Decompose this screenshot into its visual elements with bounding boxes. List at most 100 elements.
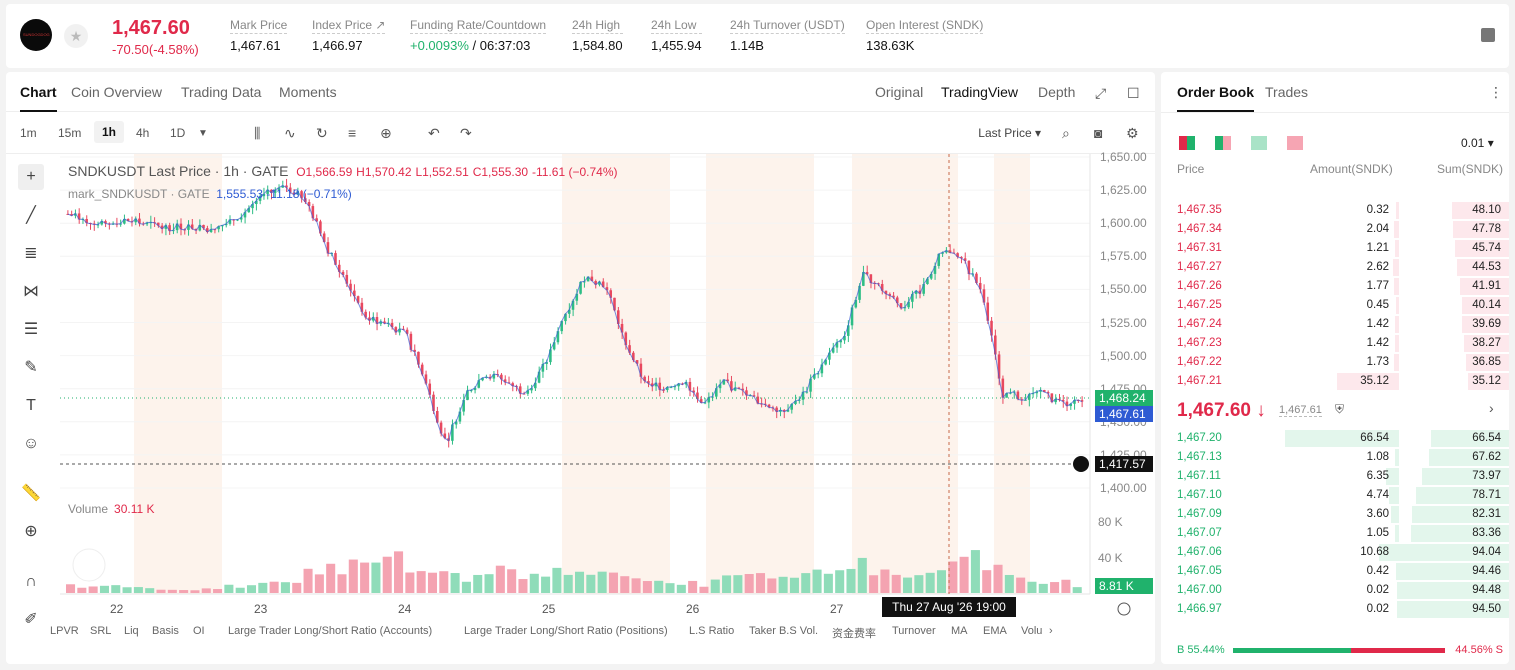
indicator-5[interactable]: Large Trader Long/Short Ratio (Accounts) — [228, 625, 433, 637]
brush-icon[interactable]: ✎ — [24, 359, 38, 376]
indicator-3[interactable]: Basis — [152, 625, 179, 637]
templates-icon[interactable]: ≡ — [348, 125, 357, 141]
bid-row[interactable]: 1,467.20 66.54 66.54 — [1161, 429, 1509, 448]
ask-row[interactable]: 1,467.24 1.42 39.69 — [1161, 315, 1509, 334]
ask-row[interactable]: 1,467.21 35.12 35.12 — [1161, 372, 1509, 391]
text-icon[interactable]: T — [26, 397, 36, 414]
candle-type-icon[interactable]: ⫼ — [254, 125, 261, 141]
candle-body — [364, 311, 367, 318]
view-original[interactable]: Original — [875, 84, 924, 100]
tab-trading-data[interactable]: Trading Data — [181, 84, 262, 100]
gear-icon[interactable]: ⚙ — [1126, 125, 1139, 141]
indicator-11[interactable]: MA — [951, 625, 968, 637]
volume-bar — [891, 574, 901, 593]
pattern-icon[interactable]: ⋈ — [23, 283, 39, 300]
ask-row[interactable]: 1,467.25 0.45 40.14 — [1161, 296, 1509, 315]
tf-1m[interactable]: 1m — [20, 126, 37, 140]
ask-row[interactable]: 1,467.22 1.73 36.85 — [1161, 353, 1509, 372]
magnet-icon[interactable]: ∩ — [25, 573, 37, 590]
bid-row[interactable]: 1,467.05 0.42 94.46 — [1161, 562, 1509, 581]
indicator-7[interactable]: L.S Ratio — [689, 625, 735, 637]
tab-chart[interactable]: Chart — [20, 84, 57, 112]
bid-row[interactable]: 1,466.97 0.02 94.50 — [1161, 600, 1509, 619]
tf-4h[interactable]: 4h — [136, 126, 150, 140]
indicator-12[interactable]: EMA — [983, 625, 1007, 637]
scroll-right-icon[interactable]: › — [1049, 625, 1053, 637]
indicator-9[interactable]: 资金费率 — [832, 628, 876, 640]
indicator-4[interactable]: OI — [193, 625, 205, 637]
ask-row[interactable]: 1,467.31 1.21 45.74 — [1161, 239, 1509, 258]
zoom-icon[interactable]: ⊕ — [24, 523, 38, 540]
volume-bar — [925, 572, 935, 593]
tf-15m[interactable]: 15m — [58, 126, 82, 140]
indicator-13[interactable]: Volu — [1021, 625, 1043, 637]
volume-bar — [1050, 582, 1060, 593]
window-icon[interactable]: ☐ — [1127, 85, 1140, 101]
indicator-8[interactable]: Taker B.S Vol. — [749, 625, 819, 637]
crosshair-icon[interactable]: + — [18, 164, 44, 190]
precision-select[interactable]: 0.01 ▾ — [1461, 136, 1494, 150]
bid-row[interactable]: 1,467.00 0.02 94.48 — [1161, 581, 1509, 600]
view-both-icon[interactable] — [1179, 136, 1195, 150]
tab-trades[interactable]: Trades — [1265, 84, 1309, 100]
bid-row[interactable]: 1,467.09 3.60 82.31 — [1161, 505, 1509, 524]
favorite-star-icon[interactable]: ★ — [64, 24, 88, 48]
view-bids-only-icon[interactable] — [1251, 136, 1267, 150]
tf-1h[interactable]: 1h — [94, 121, 125, 143]
ask-row[interactable]: 1,467.23 1.42 38.27 — [1161, 334, 1509, 353]
candle-body — [1043, 390, 1046, 393]
view-asks-only-icon[interactable] — [1287, 136, 1303, 150]
fib-icon[interactable]: ☰ — [23, 321, 39, 338]
indicators-icon[interactable]: ∿ — [284, 125, 296, 141]
hlines-icon[interactable]: ≣ — [24, 245, 38, 262]
indicator-6[interactable]: Large Trader Long/Short Ratio (Positions… — [464, 625, 668, 637]
indicator-10[interactable]: Turnover — [892, 625, 936, 637]
indicator-0[interactable]: LPVR — [50, 625, 79, 637]
ask-row[interactable]: 1,467.27 2.62 44.53 — [1161, 258, 1509, 277]
volume-bar — [66, 584, 76, 593]
view-tradingview[interactable]: TradingView — [941, 84, 1019, 100]
volume-bar — [224, 584, 234, 593]
view-depth[interactable]: Depth — [1038, 84, 1076, 100]
volume-bar — [382, 556, 392, 593]
sum-cell: 66.54 — [1472, 432, 1501, 444]
ask-row[interactable]: 1,467.26 1.77 41.91 — [1161, 277, 1509, 296]
bid-row[interactable]: 1,467.11 6.35 73.97 — [1161, 467, 1509, 486]
more-icon[interactable]: ⋮ — [1489, 84, 1503, 100]
ruler-icon[interactable]: 📏 — [21, 485, 41, 502]
search-icon[interactable]: ⌕ — [1062, 125, 1070, 141]
stat-index-price[interactable]: Index Price ↗ 1,466.97 — [312, 18, 386, 53]
pencil-lock-icon[interactable]: ✐ — [24, 611, 38, 628]
tab-moments[interactable]: Moments — [279, 84, 337, 100]
bid-row[interactable]: 1,467.07 1.05 83.36 — [1161, 524, 1509, 543]
indicator-1[interactable]: SRL — [90, 625, 112, 637]
expand-icon[interactable]: ⤢ — [1095, 85, 1107, 101]
candle-body — [715, 388, 718, 397]
undo-icon[interactable]: ↶ — [428, 125, 440, 141]
price-chart[interactable] — [6, 72, 1155, 664]
tf-1d[interactable]: 1D — [170, 126, 186, 140]
trendline-icon[interactable]: ╱ — [26, 207, 36, 224]
emoji-icon[interactable]: ☺ — [22, 435, 40, 452]
last-price: 1,467.60 — [112, 17, 190, 39]
replay-icon[interactable]: ↻ — [316, 125, 328, 141]
bid-row[interactable]: 1,467.13 1.08 67.62 — [1161, 448, 1509, 467]
bid-row[interactable]: 1,467.06 10.68 94.04 — [1161, 543, 1509, 562]
chevron-right-icon[interactable]: › — [1489, 400, 1494, 416]
camera-icon[interactable]: ◙ — [1094, 125, 1103, 141]
tab-coin-overview[interactable]: Coin Overview — [71, 84, 163, 100]
caret-down-icon[interactable]: ▼ — [198, 128, 208, 139]
candle-body — [413, 349, 416, 352]
indicator-2[interactable]: Liq — [124, 625, 139, 637]
price-source-select[interactable]: Last Price ▾ — [978, 126, 1041, 140]
book-icon[interactable] — [1481, 28, 1495, 42]
candle-body — [292, 192, 296, 195]
add-icon[interactable]: ⊕ — [380, 125, 392, 141]
tab-order-book[interactable]: Order Book — [1177, 84, 1255, 112]
ask-row[interactable]: 1,467.34 2.04 47.78 — [1161, 220, 1509, 239]
view-bids-icon[interactable] — [1215, 136, 1231, 150]
redo-icon[interactable]: ↷ — [460, 125, 472, 141]
bid-row[interactable]: 1,467.10 4.74 78.71 — [1161, 486, 1509, 505]
volume-bar — [473, 574, 483, 593]
ask-row[interactable]: 1,467.35 0.32 48.10 — [1161, 201, 1509, 220]
